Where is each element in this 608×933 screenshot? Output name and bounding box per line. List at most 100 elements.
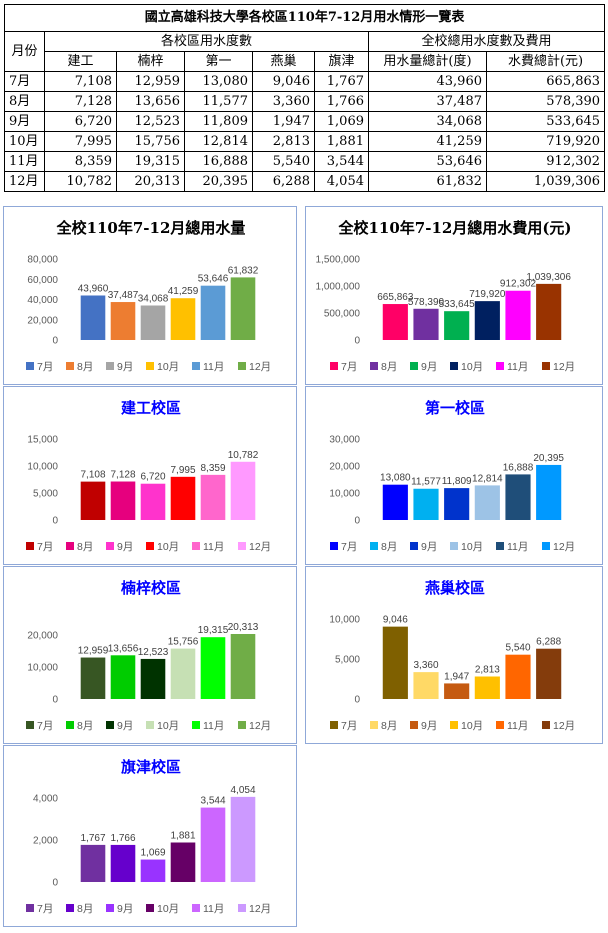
value-cell: 3,360: [252, 91, 315, 112]
bar-11月: [505, 290, 531, 340]
value-cell: 6,720: [44, 111, 117, 132]
table-title: 國立高雄科技大學各校區110年7-12月用水情形一覽表: [3, 4, 606, 32]
data-label: 41,259: [168, 286, 199, 297]
legend-swatch: [146, 542, 154, 550]
table-body: 7月 7,108 12,959 13,080 9,046 1,767 43,960 665,8…: [4, 71, 606, 192]
y-tick-label: 10,000: [329, 615, 360, 626]
legend-label: 8月: [381, 720, 397, 732]
bar-9月: [140, 305, 166, 340]
legend-label: 9月: [421, 361, 437, 373]
nanzi-campus-chart: 楠梓校區 0 10,000 20,000 12,959 13,656 12,523 15,75…: [3, 566, 297, 744]
bar-9月: [140, 859, 166, 882]
bar-8月: [413, 308, 439, 340]
legend-label: 11月: [507, 541, 528, 553]
value-cell: 6,288: [252, 171, 315, 192]
legend-label: 12月: [249, 720, 271, 732]
bar-7月: [80, 844, 106, 882]
bar-11月: [505, 654, 531, 699]
bar-12月: [230, 277, 256, 340]
legend-label: 7月: [341, 361, 357, 373]
data-label: 1,039,306: [526, 272, 571, 283]
legend-label: 10月: [461, 541, 483, 553]
legend-label: 11月: [507, 720, 528, 732]
total-water-volume-chart: 全校110年7-12月總用水量 0 20,000 40,000 60,000 80,000…: [3, 206, 297, 385]
legend-swatch: [26, 721, 34, 729]
month-cell: 7月: [4, 71, 45, 92]
y-tick-label: 1,000,000: [316, 282, 361, 293]
value-cell: 12,814: [184, 131, 253, 152]
data-label: 11,577: [411, 477, 441, 488]
legend-swatch: [192, 542, 200, 550]
value-cell: 1,039,306: [485, 171, 606, 192]
value-cell: 533,645: [485, 111, 606, 132]
bar-12月: [536, 648, 562, 699]
data-label: 2,813: [475, 664, 500, 675]
legend-swatch: [496, 542, 504, 550]
data-label: 8,359: [200, 463, 225, 474]
value-cell: 7,995: [44, 131, 117, 152]
data-label: 6,720: [140, 472, 165, 483]
data-label: 34,068: [138, 294, 169, 305]
y-tick-label: 20,000: [27, 315, 58, 326]
total-group-header: 全校總用水度數及費用: [367, 31, 606, 52]
month-cell: 8月: [4, 91, 45, 112]
legend-swatch: [192, 904, 200, 912]
legend-label: 11月: [203, 720, 224, 732]
value-cell: 61,832: [368, 171, 487, 192]
legend-swatch: [106, 542, 114, 550]
legend-swatch: [496, 721, 504, 729]
bar-11月: [200, 285, 226, 340]
bar-8月: [413, 672, 439, 699]
value-cell: 43,960: [368, 71, 487, 92]
legend-swatch: [106, 721, 114, 729]
value-cell: 9,046: [252, 71, 315, 92]
bar-11月: [200, 807, 226, 882]
column-header: 楠梓: [116, 51, 185, 72]
column-header: 旗津: [314, 51, 369, 72]
header-row-columns: 建工 楠梓 第一 燕巢 旗津 用水量總計(度) 水費總計(元): [5, 51, 606, 72]
bar-7月: [382, 484, 408, 520]
table-row: 10月 7,995 15,756 12,814 2,813 1,881 41,259 719,…: [4, 131, 606, 152]
chart-svg: 全校110年7-12月總用水量 0 20,000 40,000 60,000 80,000…: [26, 219, 271, 373]
value-cell: 16,888: [184, 151, 253, 172]
data-label: 6,288: [536, 637, 561, 648]
column-header: 用水量總計(度): [368, 51, 487, 72]
data-label: 10,782: [228, 450, 259, 461]
value-cell: 11,809: [184, 111, 253, 132]
value-cell: 20,395: [184, 171, 253, 192]
month-header: 月份: [4, 31, 45, 72]
legend-label: 8月: [381, 361, 397, 373]
value-cell: 12,523: [116, 111, 185, 132]
chart-svg: 建工校區 0 5,000 10,000 15,000 7,108 7,128 6,720 7,9…: [26, 399, 271, 553]
bar-8月: [413, 488, 439, 520]
y-tick-label: 60,000: [27, 275, 58, 286]
legend-label: 10月: [157, 903, 179, 915]
chart-title: 旗津校區: [121, 758, 181, 776]
legend-label: 8月: [77, 720, 93, 732]
legend-swatch: [496, 362, 504, 370]
y-tick-label: 0: [354, 336, 360, 347]
legend-label: 12月: [553, 361, 575, 373]
legend-swatch: [146, 721, 154, 729]
value-cell: 5,540: [252, 151, 315, 172]
bar-11月: [505, 474, 531, 520]
value-cell: 20,313: [116, 171, 185, 192]
bar-12月: [536, 464, 562, 520]
y-tick-label: 20,000: [27, 631, 58, 642]
column-header: 水費總計(元): [485, 51, 606, 72]
bar-10月: [474, 676, 500, 699]
value-cell: 19,315: [116, 151, 185, 172]
chart-title: 燕巢校區: [425, 579, 485, 597]
legend-swatch: [330, 542, 338, 550]
data-label: 20,313: [228, 622, 259, 633]
legend-label: 8月: [77, 361, 93, 373]
value-cell: 2,813: [252, 131, 315, 152]
bar-12月: [230, 796, 256, 882]
data-label: 19,315: [198, 625, 229, 636]
bar-8月: [110, 302, 136, 340]
bar-7月: [382, 626, 408, 699]
qijin-campus-chart: 旗津校區 0 2,000 4,000 1,767 1,766 1,069 1,881 3,544…: [3, 745, 297, 927]
chart-title: 全校110年7-12月總用水費用(元): [337, 219, 571, 237]
value-cell: 34,068: [368, 111, 487, 132]
water-usage-table-container: 國立高雄科技大學各校區110年7-12月用水情形一覽表 月份 各校區用水度數 全…: [3, 4, 606, 192]
